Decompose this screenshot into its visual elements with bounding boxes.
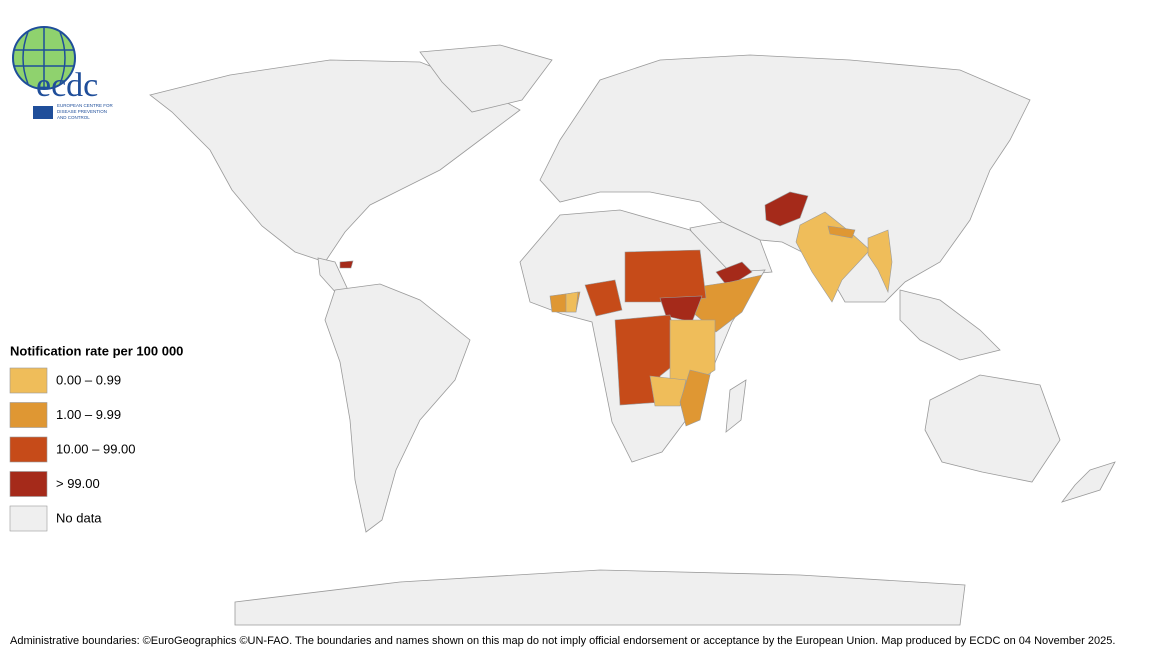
nigeria — [584, 279, 623, 317]
afghanistan — [764, 191, 809, 227]
logo-line: EUROPEAN CENTRE FOR — [57, 103, 114, 108]
legend: Notification rate per 100 000 0.00 – 0.9… — [9, 343, 183, 532]
legend-swatch — [9, 402, 48, 428]
legend-swatch — [9, 505, 48, 532]
legend-label: 0.00 – 0.99 — [56, 372, 121, 387]
legend-label: > 99.00 — [56, 476, 100, 491]
yemen — [715, 261, 753, 288]
zambia — [649, 375, 687, 407]
world-map — [149, 44, 1116, 626]
legend-label: No data — [56, 510, 102, 525]
ghana — [565, 291, 579, 313]
south-america — [324, 283, 471, 533]
myanmar — [867, 229, 893, 294]
greenland — [419, 44, 553, 113]
nepal — [827, 225, 856, 239]
eurasia — [539, 54, 1031, 303]
australia — [924, 374, 1061, 483]
mozambique — [679, 369, 711, 427]
legend-label: 10.00 – 99.00 — [56, 441, 136, 456]
legend-swatch — [9, 471, 48, 497]
legend-label: 1.00 – 9.99 — [56, 407, 121, 422]
antarctica — [234, 569, 966, 626]
logo: ecdc EUROPEAN CENTRE FOR DISEASE PREVENT… — [12, 26, 114, 120]
logo-grid — [14, 27, 74, 89]
madagascar — [725, 379, 747, 433]
sudan-chad — [624, 249, 707, 303]
footer: Administrative boundaries: ©EuroGeograph… — [10, 635, 1115, 647]
legend-title: Notification rate per 100 000 — [10, 343, 183, 358]
new-zealand — [1060, 461, 1116, 503]
logo-line: DISEASE PREVENTION — [57, 109, 107, 114]
haiti — [339, 260, 354, 269]
logo-line: AND CONTROL — [57, 115, 90, 120]
southeast-asia — [899, 289, 1001, 361]
north-america — [149, 59, 521, 263]
eu-flag — [33, 106, 53, 119]
legend-swatch — [9, 436, 48, 463]
legend-swatch — [9, 367, 48, 394]
logo-name: ecdc — [36, 67, 98, 104]
